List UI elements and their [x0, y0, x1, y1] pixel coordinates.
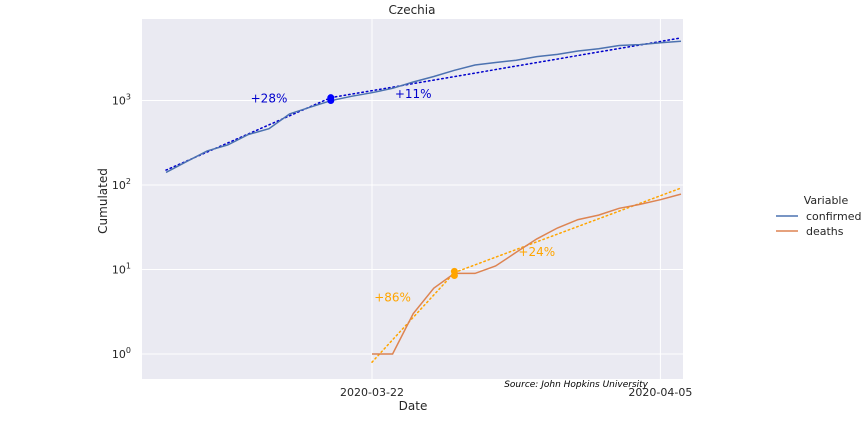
y-tick-label-1: 101: [112, 262, 131, 277]
trend-line-deaths-3: [453, 187, 682, 274]
legend: Variable confirmed deaths: [776, 194, 861, 238]
series-line-confirmed: [165, 40, 682, 174]
marker-point-1-1: [450, 271, 458, 279]
annotation-label-3: +24%: [518, 245, 555, 259]
y-tick-label-2: 102: [112, 177, 131, 192]
x-tick-labels: 2020-03-22 2020-04-05: [340, 386, 692, 399]
annotation-label-2: +86%: [374, 290, 411, 304]
trend-line-confirmed-1: [330, 37, 682, 99]
series-line-deaths: [372, 193, 682, 355]
annotations: +28% +11% +86% +24%: [251, 87, 556, 304]
marker-point-0-1: [327, 97, 335, 104]
x-axis-label: Date: [399, 399, 428, 413]
annotation-label-0: +28%: [251, 91, 288, 105]
x-tick-label-1: 2020-04-05: [628, 386, 692, 399]
y-axis-label: Cumulated: [96, 168, 110, 234]
x-tick-label-0: 2020-03-22: [340, 386, 404, 399]
y-tick-labels: 100 101 102 103: [112, 93, 131, 362]
series-lines: [165, 40, 682, 355]
annotation-label-1: +11%: [395, 87, 432, 101]
y-tick-label-3: 103: [112, 93, 131, 108]
source-note: Source: John Hopkins University: [504, 380, 648, 390]
plot-background: [142, 19, 683, 379]
y-tick-label-0: 100: [112, 346, 131, 361]
markers: [327, 94, 458, 279]
chart-title: Czechia: [389, 3, 436, 17]
legend-title: Variable: [804, 194, 849, 207]
legend-label-confirmed: confirmed: [806, 210, 861, 223]
legend-label-deaths: deaths: [806, 225, 844, 238]
